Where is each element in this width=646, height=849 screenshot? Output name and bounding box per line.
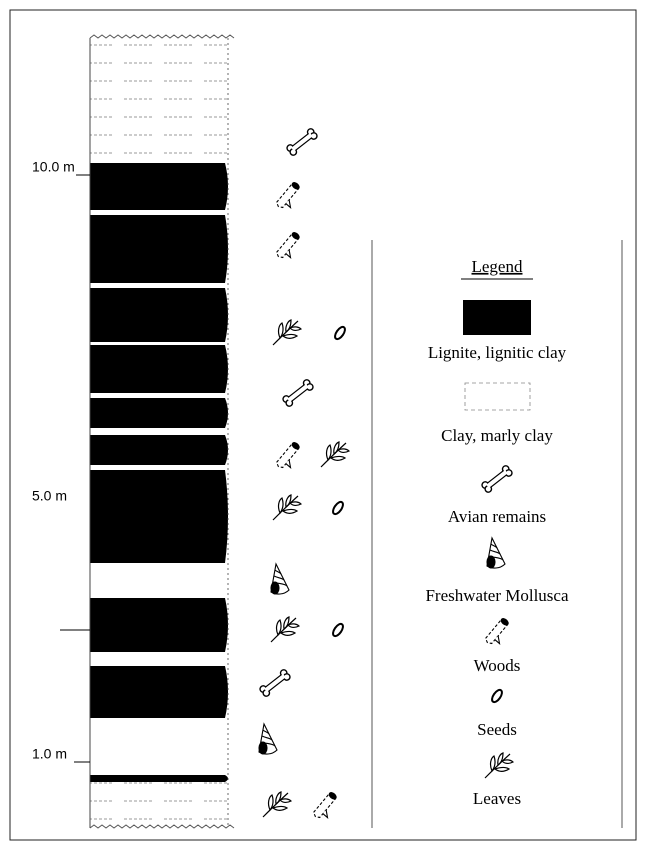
fossil-icons [259, 128, 349, 823]
seed-icon [490, 688, 504, 703]
wood-icon [312, 791, 342, 823]
bone-icon [481, 465, 514, 494]
snail-icon [487, 538, 505, 568]
seed-icon [333, 325, 347, 340]
snail-icon [271, 564, 289, 594]
bone-icon [259, 669, 292, 698]
bone-icon [286, 128, 319, 157]
snail-icon [259, 724, 277, 754]
lignite-layer [90, 288, 228, 342]
stratigraphic-column [90, 35, 234, 828]
depth-label: 5.0 m [32, 488, 67, 504]
depth-label: 1.0 m [32, 746, 67, 762]
depth-label: 10.0 m [32, 159, 75, 175]
lignite-layer [90, 345, 228, 393]
legend-item: Avian remains [448, 507, 546, 526]
legend-item: Woods [474, 656, 521, 675]
wood-icon [275, 181, 305, 213]
clay-dashes [90, 780, 228, 825]
legend-swatch-clay [465, 383, 530, 410]
wood-icon [275, 441, 305, 473]
lignite-layer [90, 163, 228, 210]
erosion-top [90, 35, 234, 38]
legend-item: Freshwater Mollusca [425, 586, 569, 605]
legend-item: Lignite, lignitic clay [428, 343, 567, 362]
lignite-layer [90, 666, 228, 718]
lignite-layer [90, 598, 228, 652]
bone-icon [282, 379, 315, 408]
leaf-icon [271, 617, 299, 642]
diagram: 10.0 m 5.0 m 1.0 m Legend Lignite, ligni… [0, 0, 646, 849]
wood-icon [484, 617, 514, 649]
seed-icon [331, 500, 345, 515]
leaf-icon [485, 753, 513, 778]
lignite-layer [90, 215, 228, 283]
legend: Legend Lignite, lignitic clay Clay, marl… [372, 240, 622, 828]
lignite-layer [90, 398, 228, 428]
seed-icon [331, 622, 345, 637]
wood-icon [275, 231, 305, 263]
legend-item: Leaves [473, 789, 521, 808]
legend-title: Legend [472, 257, 523, 276]
leaf-icon [273, 320, 301, 345]
legend-item: Seeds [477, 720, 517, 739]
legend-item: Clay, marly clay [441, 426, 553, 445]
lignite-layer [90, 470, 228, 563]
clay-dashes [90, 38, 228, 163]
lignite-layer [90, 435, 228, 465]
leaf-icon [273, 495, 301, 520]
legend-swatch-lignite [463, 300, 531, 335]
lignite-layer [90, 775, 228, 782]
leaf-icon [263, 792, 291, 817]
leaf-icon [321, 442, 349, 467]
